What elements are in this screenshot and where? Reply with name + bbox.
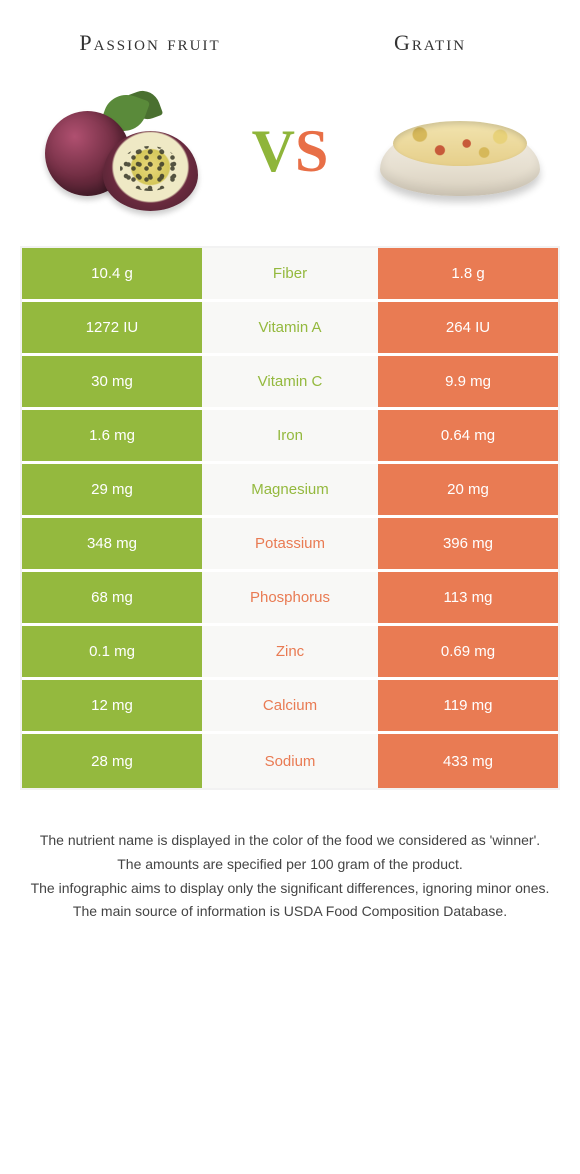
- table-row: 348 mgPotassium396 mg: [22, 518, 558, 572]
- nutrient-name: Fiber: [202, 248, 378, 299]
- nutrient-name: Vitamin A: [202, 302, 378, 353]
- left-value: 30 mg: [22, 356, 202, 407]
- footnote-line: The nutrient name is displayed in the co…: [30, 830, 550, 852]
- table-row: 1272 IUVitamin A264 IU: [22, 302, 558, 356]
- nutrient-name: Sodium: [202, 734, 378, 788]
- table-row: 28 mgSodium433 mg: [22, 734, 558, 788]
- gratin-icon: [370, 86, 550, 216]
- right-value: 119 mg: [378, 680, 558, 731]
- nutrient-name: Phosphorus: [202, 572, 378, 623]
- left-value: 68 mg: [22, 572, 202, 623]
- nutrient-name: Iron: [202, 410, 378, 461]
- left-value: 1.6 mg: [22, 410, 202, 461]
- footnotes: The nutrient name is displayed in the co…: [0, 790, 580, 923]
- nutrient-table: 10.4 gFiber1.8 g1272 IUVitamin A264 IU30…: [20, 246, 560, 790]
- right-value: 0.69 mg: [378, 626, 558, 677]
- table-row: 0.1 mgZinc0.69 mg: [22, 626, 558, 680]
- vs-s: S: [295, 118, 328, 184]
- right-value: 1.8 g: [378, 248, 558, 299]
- left-value: 10.4 g: [22, 248, 202, 299]
- right-value: 0.64 mg: [378, 410, 558, 461]
- left-value: 28 mg: [22, 734, 202, 788]
- titles-row: Passion fruit Gratin: [0, 0, 580, 66]
- right-food-title: Gratin: [340, 30, 520, 56]
- nutrient-name: Potassium: [202, 518, 378, 569]
- nutrient-name: Zinc: [202, 626, 378, 677]
- footnote-line: The main source of information is USDA F…: [30, 901, 550, 923]
- left-value: 1272 IU: [22, 302, 202, 353]
- table-row: 12 mgCalcium119 mg: [22, 680, 558, 734]
- passion-fruit-icon: [30, 86, 210, 216]
- right-value: 433 mg: [378, 734, 558, 788]
- left-value: 0.1 mg: [22, 626, 202, 677]
- vs-v: V: [252, 118, 295, 184]
- vs-label: VS: [252, 117, 329, 186]
- images-row: VS: [0, 66, 580, 246]
- table-row: 30 mgVitamin C9.9 mg: [22, 356, 558, 410]
- right-value: 264 IU: [378, 302, 558, 353]
- left-food-title: Passion fruit: [60, 30, 240, 56]
- nutrient-name: Calcium: [202, 680, 378, 731]
- table-row: 68 mgPhosphorus113 mg: [22, 572, 558, 626]
- nutrient-name: Magnesium: [202, 464, 378, 515]
- nutrient-name: Vitamin C: [202, 356, 378, 407]
- left-value: 29 mg: [22, 464, 202, 515]
- right-value: 113 mg: [378, 572, 558, 623]
- left-value: 348 mg: [22, 518, 202, 569]
- left-value: 12 mg: [22, 680, 202, 731]
- table-row: 1.6 mgIron0.64 mg: [22, 410, 558, 464]
- table-row: 29 mgMagnesium20 mg: [22, 464, 558, 518]
- footnote-line: The infographic aims to display only the…: [30, 878, 550, 900]
- table-row: 10.4 gFiber1.8 g: [22, 248, 558, 302]
- right-value: 396 mg: [378, 518, 558, 569]
- footnote-line: The amounts are specified per 100 gram o…: [30, 854, 550, 876]
- right-value: 9.9 mg: [378, 356, 558, 407]
- comparison-infographic: Passion fruit Gratin VS 10.4 gFiber1.8 g…: [0, 0, 580, 923]
- right-value: 20 mg: [378, 464, 558, 515]
